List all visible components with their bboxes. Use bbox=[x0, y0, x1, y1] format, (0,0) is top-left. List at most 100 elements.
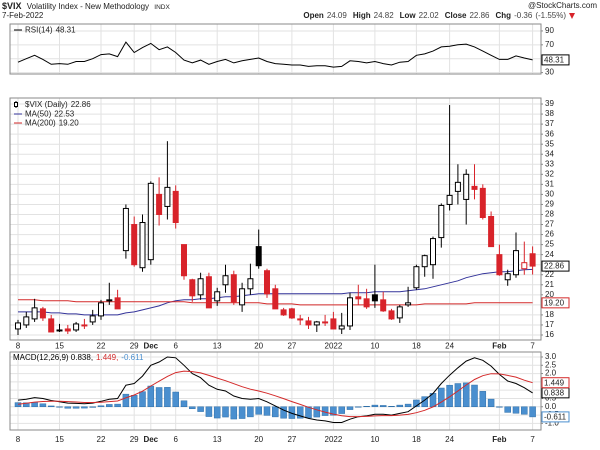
legend-entry: -0.611 bbox=[121, 353, 144, 362]
quote-label: High bbox=[353, 11, 371, 20]
y-tick-label: 20 bbox=[545, 290, 554, 299]
x-tick-label: 7 bbox=[530, 435, 535, 444]
candle-body bbox=[438, 204, 445, 239]
candle-body bbox=[272, 288, 279, 310]
y-tick-label: 22 bbox=[545, 270, 554, 279]
histogram-bar bbox=[23, 402, 30, 408]
histogram-bar bbox=[97, 405, 105, 408]
candle-body bbox=[264, 270, 270, 295]
y-tick-label: 90 bbox=[545, 26, 554, 35]
candle-body bbox=[73, 323, 80, 331]
candle-body bbox=[64, 328, 71, 332]
histogram-bar bbox=[114, 403, 121, 408]
histogram-bar bbox=[446, 384, 453, 408]
x-tick-label: 7 bbox=[530, 342, 535, 351]
histogram-bar bbox=[388, 406, 395, 408]
x-tick-label: Feb bbox=[492, 435, 506, 444]
y-tick-label: 21 bbox=[545, 280, 554, 289]
x-tick-label: 15 bbox=[55, 342, 64, 351]
histogram-bar bbox=[296, 406, 304, 419]
legend-value: 19.20 bbox=[59, 119, 80, 128]
histogram-bar bbox=[521, 406, 528, 415]
y-tick-label: 29 bbox=[545, 200, 554, 209]
quote-label: Open bbox=[303, 11, 324, 20]
legend-entry: 1.449, bbox=[96, 353, 118, 362]
value-tag-label: 48.31 bbox=[544, 56, 565, 65]
x-tick-label: Dec bbox=[143, 342, 158, 351]
value-tag bbox=[541, 54, 570, 66]
x-tick-label: 29 bbox=[130, 342, 139, 351]
x-tick-label: Dec bbox=[143, 435, 158, 444]
histogram-bar bbox=[47, 405, 55, 408]
histogram-bar bbox=[462, 382, 470, 408]
x-tick-label: 8 bbox=[16, 435, 21, 444]
y-tick-label: 2.5 bbox=[545, 360, 557, 369]
y-tick-label: 37 bbox=[545, 119, 554, 128]
legend: $VIX (Daily) 22.86 bbox=[25, 100, 91, 109]
histogram-bar bbox=[355, 406, 362, 408]
histogram-bar bbox=[487, 398, 495, 408]
histogram-bar bbox=[313, 406, 321, 418]
date: 7-Feb-2022 bbox=[2, 11, 44, 20]
histogram-bar bbox=[454, 383, 462, 408]
histogram-bar bbox=[205, 406, 213, 417]
y-tick-label: 25 bbox=[545, 240, 554, 249]
y-tick-label: 16 bbox=[545, 330, 554, 339]
histogram-bar bbox=[130, 395, 138, 408]
candle-body bbox=[181, 244, 187, 277]
value-tag-label: 0.838 bbox=[544, 388, 565, 397]
legend-name: MA(200) bbox=[25, 119, 56, 128]
y-tick-label: 33 bbox=[545, 159, 554, 168]
x-tick-label: 24 bbox=[445, 342, 454, 351]
candle-body bbox=[139, 222, 146, 269]
y-tick-label: 2.0 bbox=[545, 369, 557, 378]
y-tick-label: 35 bbox=[545, 139, 554, 148]
y-tick-label: 38 bbox=[545, 109, 554, 118]
candle-body bbox=[147, 182, 154, 261]
candle-body bbox=[529, 253, 536, 267]
candle-body bbox=[463, 173, 470, 200]
legend-entry: MACD(12,26,9) 0.838, bbox=[13, 353, 93, 362]
candle-body bbox=[430, 238, 436, 266]
histogram-bar bbox=[255, 406, 262, 415]
candle-body bbox=[347, 297, 353, 327]
panel bbox=[10, 352, 541, 430]
legend: MACD(12,26,9) 0.838, 1.449, -0.611 bbox=[13, 353, 144, 362]
candle-body bbox=[131, 224, 138, 266]
quote-value: 24.82 bbox=[374, 11, 395, 20]
panel-border bbox=[9, 97, 542, 341]
candle-body bbox=[413, 266, 420, 289]
candle-body bbox=[81, 324, 88, 327]
y-tick-label: 30 bbox=[545, 190, 554, 199]
candle-body bbox=[164, 186, 171, 207]
legend-name: RSI(14) bbox=[25, 26, 53, 35]
y-tick-label: 3.0 bbox=[545, 352, 557, 361]
legend-name: $VIX (Daily) bbox=[25, 100, 68, 109]
candle-body bbox=[496, 254, 503, 276]
y-tick-label: 27 bbox=[545, 220, 554, 229]
source: @StockCharts.com bbox=[528, 1, 597, 10]
panel-border bbox=[9, 23, 542, 75]
change-arrow bbox=[569, 13, 575, 19]
y-tick-label: -1.0 bbox=[545, 418, 559, 427]
candle-body bbox=[205, 276, 212, 309]
histogram-bar bbox=[504, 406, 511, 413]
histogram-bar bbox=[189, 406, 196, 410]
y-tick-label: 18 bbox=[545, 310, 554, 319]
x-tick-label: Feb bbox=[492, 342, 506, 351]
quote: Open 24.09 High 24.82 Low 22.02 Close 22.86 Chg -… bbox=[303, 11, 566, 20]
y-tick-label: 30 bbox=[545, 68, 554, 77]
x-tick-label: 6 bbox=[173, 342, 178, 351]
candle-body bbox=[280, 309, 287, 316]
candle-body bbox=[513, 250, 519, 276]
instrument-name: Volatility Index - New Methodology bbox=[27, 2, 149, 11]
histogram-bar bbox=[106, 404, 113, 408]
x-tick-label: 6 bbox=[173, 435, 178, 444]
quote-value: 24.09 bbox=[327, 11, 348, 20]
legend-value: 48.31 bbox=[56, 26, 77, 35]
histogram-bar bbox=[147, 385, 155, 408]
candle-body bbox=[114, 297, 121, 310]
y-tick-label: 17 bbox=[545, 320, 554, 329]
candle-body bbox=[521, 262, 528, 270]
